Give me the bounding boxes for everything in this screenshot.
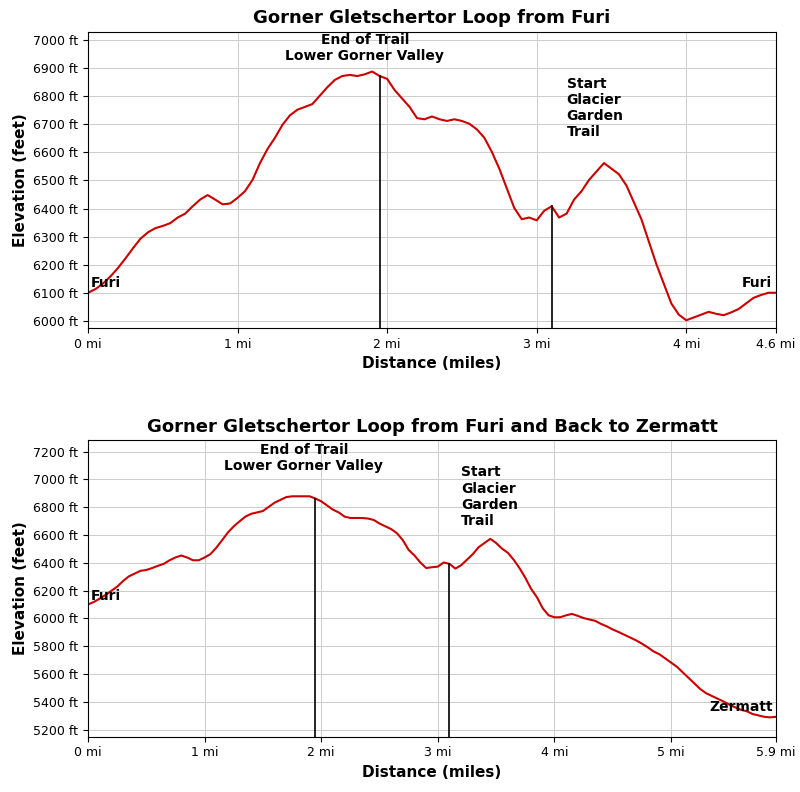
Title: Gorner Gletschertor Loop from Furi and Back to Zermatt: Gorner Gletschertor Loop from Furi and B…: [146, 418, 718, 436]
Text: Furi: Furi: [742, 276, 771, 290]
Y-axis label: Elevation (feet): Elevation (feet): [13, 113, 27, 246]
X-axis label: Distance (miles): Distance (miles): [362, 356, 502, 371]
Text: Start
Glacier
Garden
Trail: Start Glacier Garden Trail: [461, 466, 518, 528]
Text: Furi: Furi: [90, 589, 121, 603]
Text: End of Trail
Lower Gorner Valley: End of Trail Lower Gorner Valley: [224, 444, 383, 474]
Text: Zermatt: Zermatt: [709, 700, 773, 714]
Text: Start
Glacier
Garden
Trail: Start Glacier Garden Trail: [566, 77, 624, 139]
X-axis label: Distance (miles): Distance (miles): [362, 765, 502, 780]
Text: End of Trail
Lower Gorner Valley: End of Trail Lower Gorner Valley: [286, 33, 444, 63]
Y-axis label: Elevation (feet): Elevation (feet): [13, 522, 27, 655]
Text: Furi: Furi: [91, 276, 121, 290]
Title: Gorner Gletschertor Loop from Furi: Gorner Gletschertor Loop from Furi: [254, 10, 610, 28]
